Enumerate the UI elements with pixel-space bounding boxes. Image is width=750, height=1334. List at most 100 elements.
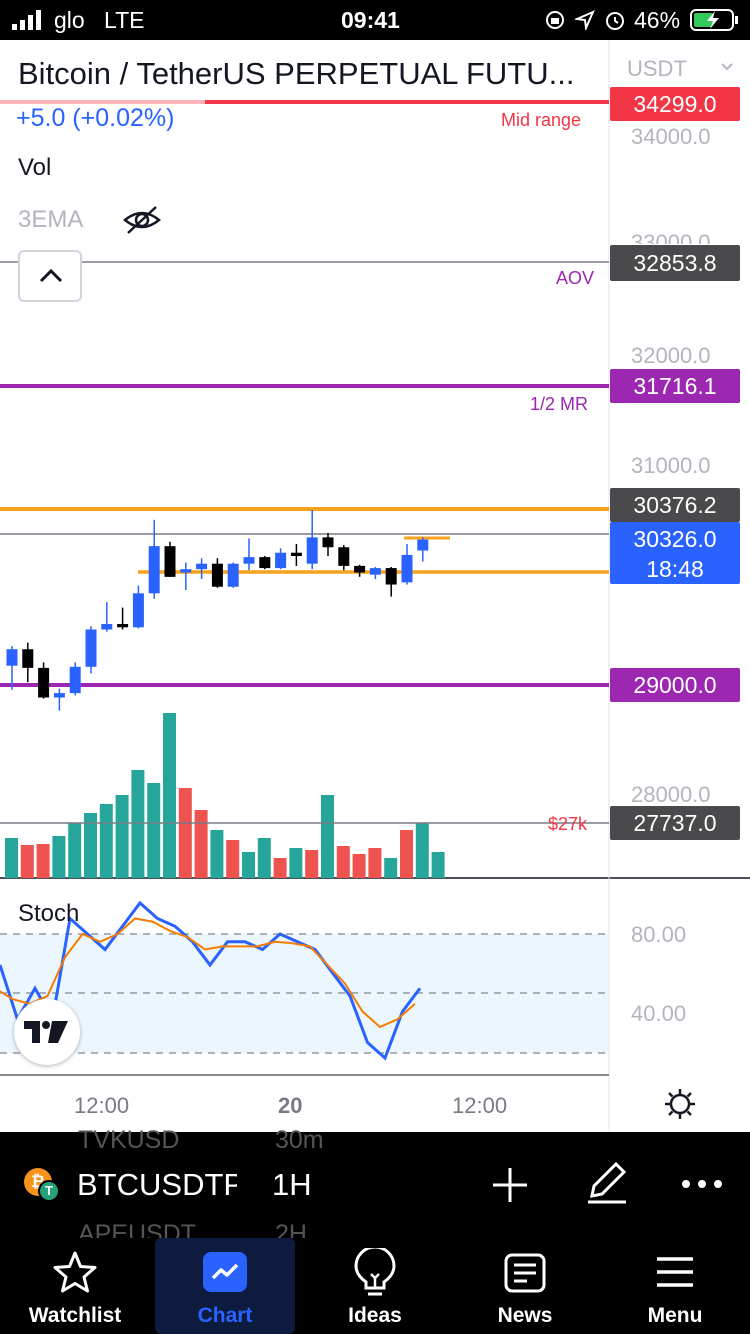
nav-chart[interactable]: Chart <box>155 1238 295 1334</box>
time-axis-label: 12:00 <box>452 1093 508 1118</box>
stoch-line <box>0 900 422 1061</box>
volume-bar <box>115 795 129 878</box>
price-tag-mid-range: 34299.0 <box>610 87 740 121</box>
volume-bar <box>352 854 366 878</box>
candle-body <box>180 569 192 573</box>
nav-news[interactable]: News <box>450 1238 600 1334</box>
add-icon[interactable] <box>490 1165 530 1205</box>
label-half-mr: 1/2 MR <box>530 394 589 414</box>
eye-hidden-icon[interactable] <box>122 204 162 236</box>
candle-body <box>69 666 81 694</box>
volume-bar <box>415 823 429 878</box>
volume-bar <box>321 795 334 878</box>
candle-body <box>196 563 208 570</box>
candle-body <box>101 624 113 630</box>
axis-label: 34000.0 <box>631 124 711 149</box>
volume-bar <box>131 770 145 878</box>
candle-body <box>53 693 65 698</box>
price-tag-support: 29000.0 <box>610 668 740 702</box>
drawing-pen-icon[interactable] <box>584 1160 630 1206</box>
nav-menu[interactable]: Menu <box>600 1238 750 1334</box>
candle-body <box>306 537 318 564</box>
price-tag-aov: 32853.8 <box>610 245 740 281</box>
volume-bar <box>147 783 161 878</box>
label-mid-range: Mid range <box>501 110 582 130</box>
currency-selector[interactable]: USDT <box>610 42 750 92</box>
candle-body <box>117 624 129 628</box>
candle-body <box>227 563 239 587</box>
tradingview-logo[interactable] <box>14 999 80 1065</box>
nav-label: Menu <box>647 1304 703 1327</box>
bar-countdown: 18:48 <box>646 556 704 582</box>
interval-next: 2H <box>275 1220 307 1238</box>
candle-body <box>259 557 271 569</box>
interval-selector[interactable]: 1H <box>272 1167 312 1202</box>
network-label: LTE <box>104 7 145 33</box>
news-icon <box>504 1253 546 1293</box>
candle-body <box>369 568 381 575</box>
signal-icon <box>12 10 41 30</box>
symbol-prev: TVKUSD <box>78 1126 180 1150</box>
battery-percent: 46% <box>634 7 681 33</box>
volume-bar <box>52 836 66 878</box>
label-27k: $27k <box>548 814 588 834</box>
indicator-3ema[interactable]: 3EMA <box>18 206 84 233</box>
axis-label: 28000.0 <box>631 782 711 807</box>
alarm-icon <box>606 12 624 30</box>
settings-icon[interactable] <box>664 1088 696 1120</box>
battery-icon <box>690 9 738 31</box>
volume-bar <box>289 848 303 878</box>
candle-body <box>85 629 97 667</box>
candle-body <box>148 546 160 594</box>
carrier-label: glo <box>54 7 85 33</box>
price-tag-resistance: 30376.2 <box>610 488 740 522</box>
price-tag-half-mr: 31716.1 <box>610 369 740 403</box>
volume-bar <box>5 838 18 878</box>
chart-icon <box>203 1252 247 1292</box>
volume-bar <box>20 845 34 878</box>
stoch-label[interactable]: Stoch <box>18 900 80 927</box>
price-tag-last: 30326.0 18:48 <box>610 522 740 584</box>
nav-label: Ideas <box>348 1304 402 1327</box>
candle-body <box>401 554 413 583</box>
star-icon <box>53 1251 97 1293</box>
nav-label: Chart <box>197 1304 253 1327</box>
symbol-selector[interactable]: BTCUSDTP <box>77 1167 237 1202</box>
volume-bar <box>36 844 50 878</box>
volume-bar <box>273 858 287 878</box>
status-bar: glo LTE 09:41 46% <box>0 0 750 40</box>
interval-prev: 30m <box>275 1126 324 1150</box>
indicator-vol[interactable]: Vol <box>18 154 52 181</box>
stoch-level: 40.00 <box>631 1001 687 1026</box>
candle-body <box>385 568 397 585</box>
symbol-title[interactable]: Bitcoin / TetherUS PERPETUAL FUTU... <box>18 56 575 91</box>
candle-body <box>6 649 18 666</box>
clock: 09:41 <box>341 7 400 33</box>
candle-body <box>164 546 176 577</box>
nav-watchlist[interactable]: Watchlist <box>0 1238 150 1334</box>
chevron-up-icon <box>39 268 63 283</box>
candle-body <box>290 552 302 557</box>
symbol-toolbar: TVKUSD 30m ₿ T BTCUSDTP 1H APEUSDT 2H <box>0 1126 750 1238</box>
location-icon <box>575 10 595 30</box>
collapse-legend-button[interactable] <box>18 250 82 302</box>
volume-bar <box>226 840 240 878</box>
nav-ideas[interactable]: Ideas <box>300 1238 450 1334</box>
volume-bar <box>384 858 398 878</box>
more-icon[interactable] <box>680 1178 724 1190</box>
candle-body <box>38 667 50 698</box>
candle-body <box>338 547 350 566</box>
tether-icon: T <box>38 1180 60 1202</box>
volume-bar <box>305 850 319 878</box>
price-chart[interactable] <box>0 40 750 1132</box>
rotation-lock-icon <box>546 11 564 29</box>
stoch-level: 80.00 <box>631 922 687 947</box>
label-aov: AOV <box>556 268 595 288</box>
nav-label: News <box>497 1304 553 1327</box>
candle-body <box>322 537 334 548</box>
volume-bar <box>242 852 255 878</box>
symbol-next: APEUSDT <box>78 1220 197 1238</box>
volume-bar <box>178 788 192 878</box>
axis-label-partial: 33000.0 <box>631 230 711 244</box>
volume-bar <box>336 846 350 878</box>
